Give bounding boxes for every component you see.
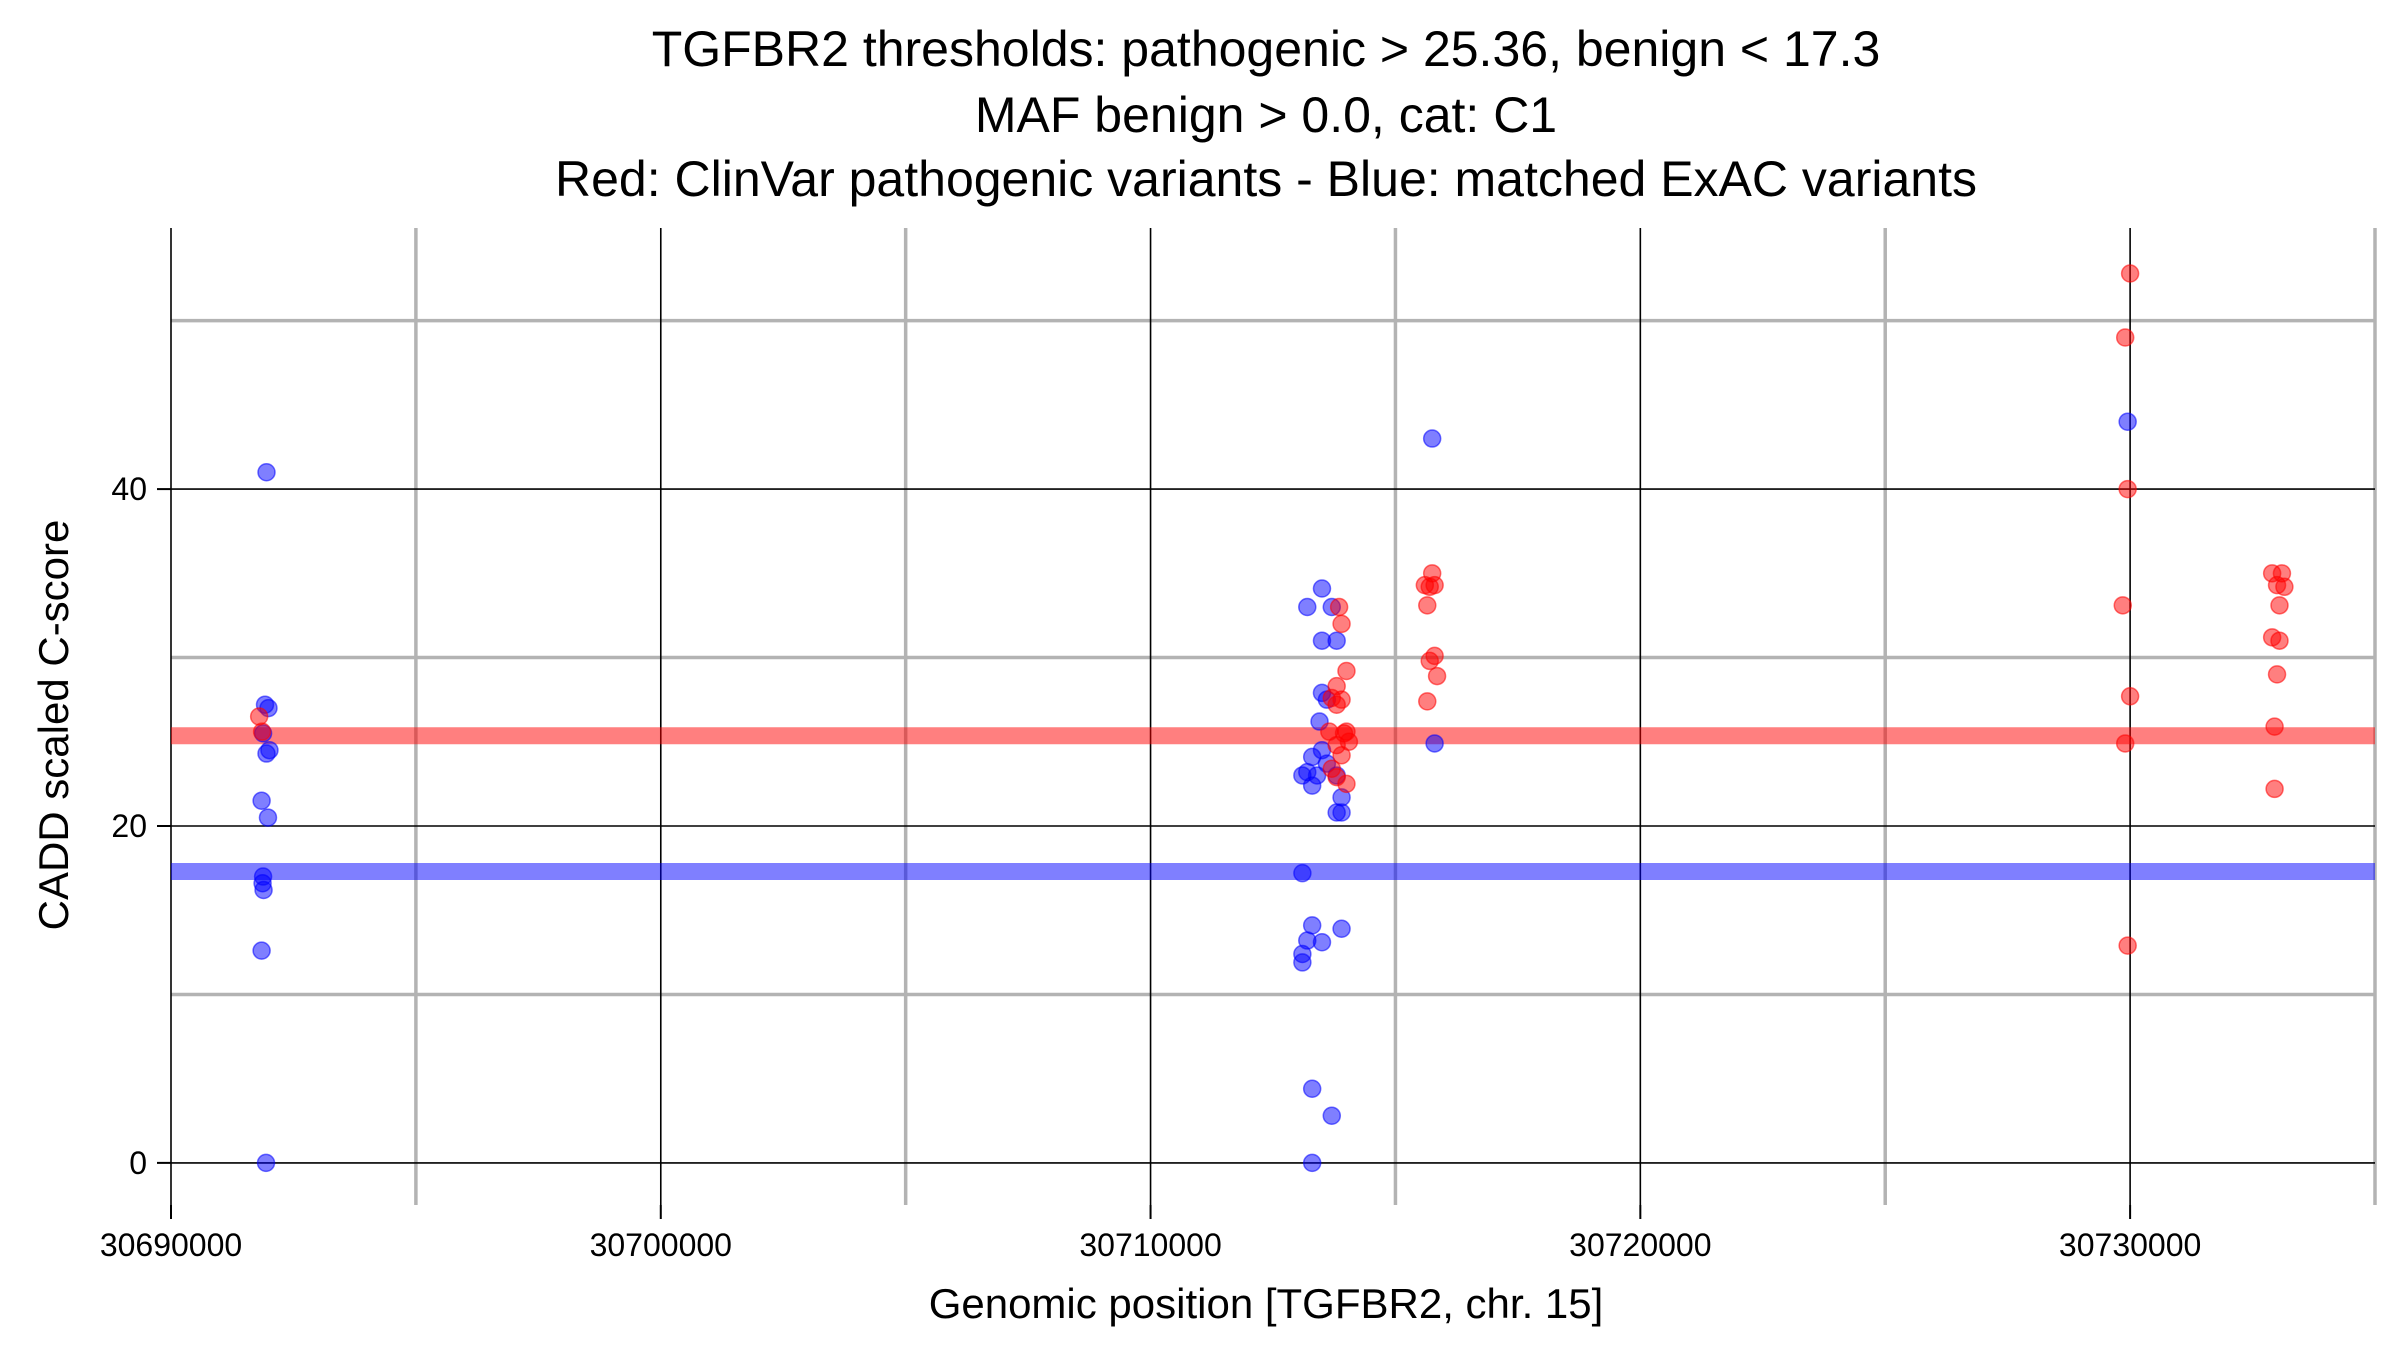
data-point bbox=[258, 808, 278, 827]
y-tick-label: 0 bbox=[129, 1145, 147, 1181]
data-point bbox=[1337, 661, 1356, 681]
data-point bbox=[260, 740, 279, 760]
data-point bbox=[1332, 919, 1351, 938]
data-point bbox=[2120, 264, 2140, 283]
data-point bbox=[252, 791, 271, 810]
data-point bbox=[2120, 687, 2140, 706]
data-point bbox=[2265, 779, 2284, 799]
data-point bbox=[1293, 863, 1312, 883]
data-point bbox=[1332, 803, 1351, 822]
data-point bbox=[2265, 717, 2284, 736]
x-tick-label: 30720000 bbox=[1569, 1227, 1711, 1263]
data-point bbox=[2275, 577, 2294, 597]
data-point bbox=[1327, 695, 1346, 714]
data-point bbox=[256, 1153, 276, 1173]
data-point bbox=[1425, 646, 1444, 666]
data-point bbox=[2113, 596, 2133, 615]
data-point bbox=[1293, 953, 1312, 972]
data-point bbox=[1302, 1153, 1322, 1173]
data-point bbox=[1327, 631, 1346, 650]
data-point bbox=[249, 707, 269, 726]
y-tick-label: 40 bbox=[111, 471, 147, 507]
y-axis-title: CADD scaled C-score bbox=[30, 520, 77, 931]
data-point bbox=[252, 941, 271, 960]
x-tick-label: 30690000 bbox=[100, 1227, 242, 1263]
data-point bbox=[1339, 732, 1359, 752]
data-point bbox=[2118, 412, 2137, 431]
data-point bbox=[1302, 916, 1322, 935]
data-point bbox=[2118, 479, 2137, 499]
data-point bbox=[1337, 774, 1356, 794]
data-point bbox=[1422, 564, 1442, 583]
data-point bbox=[1332, 614, 1351, 634]
grid-layer bbox=[170, 228, 2377, 1205]
data-point bbox=[1302, 776, 1322, 795]
threshold-layer bbox=[171, 727, 2375, 880]
data-point bbox=[2270, 596, 2289, 615]
chart-title: TGFBR2 thresholds: pathogenic > 25.36, b… bbox=[555, 21, 1977, 207]
data-point bbox=[1425, 734, 1444, 753]
data-point bbox=[1329, 597, 1349, 617]
data-point bbox=[2115, 734, 2135, 753]
data-point bbox=[254, 880, 273, 900]
x-tick-label: 30700000 bbox=[590, 1227, 732, 1263]
data-point bbox=[2270, 631, 2289, 650]
x-tick-label: 30730000 bbox=[2059, 1227, 2201, 1263]
data-point bbox=[1427, 666, 1447, 686]
title-line-2: MAF benign > 0.0, cat: C1 bbox=[975, 87, 1557, 143]
title-line-1: TGFBR2 thresholds: pathogenic > 25.36, b… bbox=[652, 21, 1881, 77]
title-line-3: Red: ClinVar pathogenic variants - Blue:… bbox=[555, 151, 1977, 207]
data-point bbox=[1422, 429, 1442, 448]
data-point bbox=[2267, 665, 2287, 684]
x-tick-label: 30710000 bbox=[1079, 1227, 1221, 1263]
data-point bbox=[1312, 932, 1332, 952]
data-point bbox=[2115, 328, 2135, 347]
x-axis-title: Genomic position [TGFBR2, chr. 15] bbox=[929, 1280, 1604, 1327]
data-point bbox=[1312, 579, 1332, 598]
data-point bbox=[2118, 936, 2137, 955]
y-tick-label: 20 bbox=[111, 808, 147, 844]
data-point bbox=[1322, 1106, 1342, 1125]
points-layer bbox=[249, 264, 2294, 1173]
data-point bbox=[1418, 596, 1437, 615]
axis-layer: 30690000 30700000 30710000 30720000 30730000… bbox=[100, 471, 2201, 1263]
data-point bbox=[1298, 597, 1317, 617]
data-point bbox=[1418, 692, 1437, 711]
data-point bbox=[1302, 1079, 1322, 1099]
data-point bbox=[257, 463, 276, 482]
data-point bbox=[252, 722, 272, 741]
